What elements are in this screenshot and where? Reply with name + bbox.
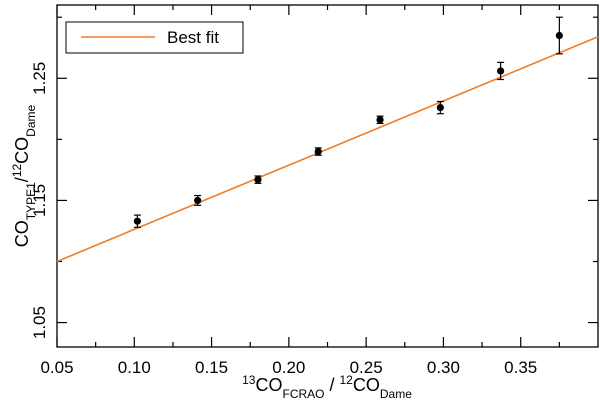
label-part: CO [12,137,32,164]
label-part: 13 [242,373,256,387]
best-fit-line [56,36,599,263]
label-part: 12 [340,373,354,387]
y-axis-label: COTYPE1/12CODame [10,104,38,247]
data-point [436,104,444,112]
label-part: 12 [10,163,24,177]
label-part: Dame [24,104,38,136]
x-tick-label: 0.30 [427,358,460,377]
data-point [555,31,563,40]
y-tick-label: 1.25 [30,62,49,95]
tick-labels: 0.05 0.10 0.15 0.20 0.25 0.30 0.35 1.05 1.15 1.25 [30,62,537,377]
label-part: FCRAO [282,387,324,400]
data-point [376,116,384,124]
data-points [133,16,563,228]
label-part: TYPE1 [24,182,38,220]
data-point [133,217,141,225]
x-tick-label: 0.10 [118,358,151,377]
label-part: CO [255,375,282,395]
label-part: CO [353,375,380,395]
x-axis-label: 13COFCRAO / 12CODame [242,373,412,400]
x-tick-label: 0.15 [195,358,228,377]
plot-frame [56,4,599,348]
data-point [194,196,202,205]
data-point [314,147,322,156]
x-tick-label: 0.20 [272,358,305,377]
y-tick-label: 1.15 [30,184,49,217]
label-part: / [324,375,339,395]
label-part: / [12,177,32,182]
axis-ticks [56,5,598,347]
label-part: CO [12,220,32,247]
x-tick-label: 0.25 [350,358,383,377]
label-part: Dame [380,387,412,400]
fit-layer [56,36,599,263]
y-tick-label: 1.05 [30,306,49,339]
x-tick-label: 0.35 [504,358,537,377]
data-point [254,176,262,184]
x-tick-label: 0.05 [40,358,73,377]
data-point [497,67,505,75]
legend: Best fit [65,21,244,54]
legend-label-best-fit: Best fit [167,28,219,47]
